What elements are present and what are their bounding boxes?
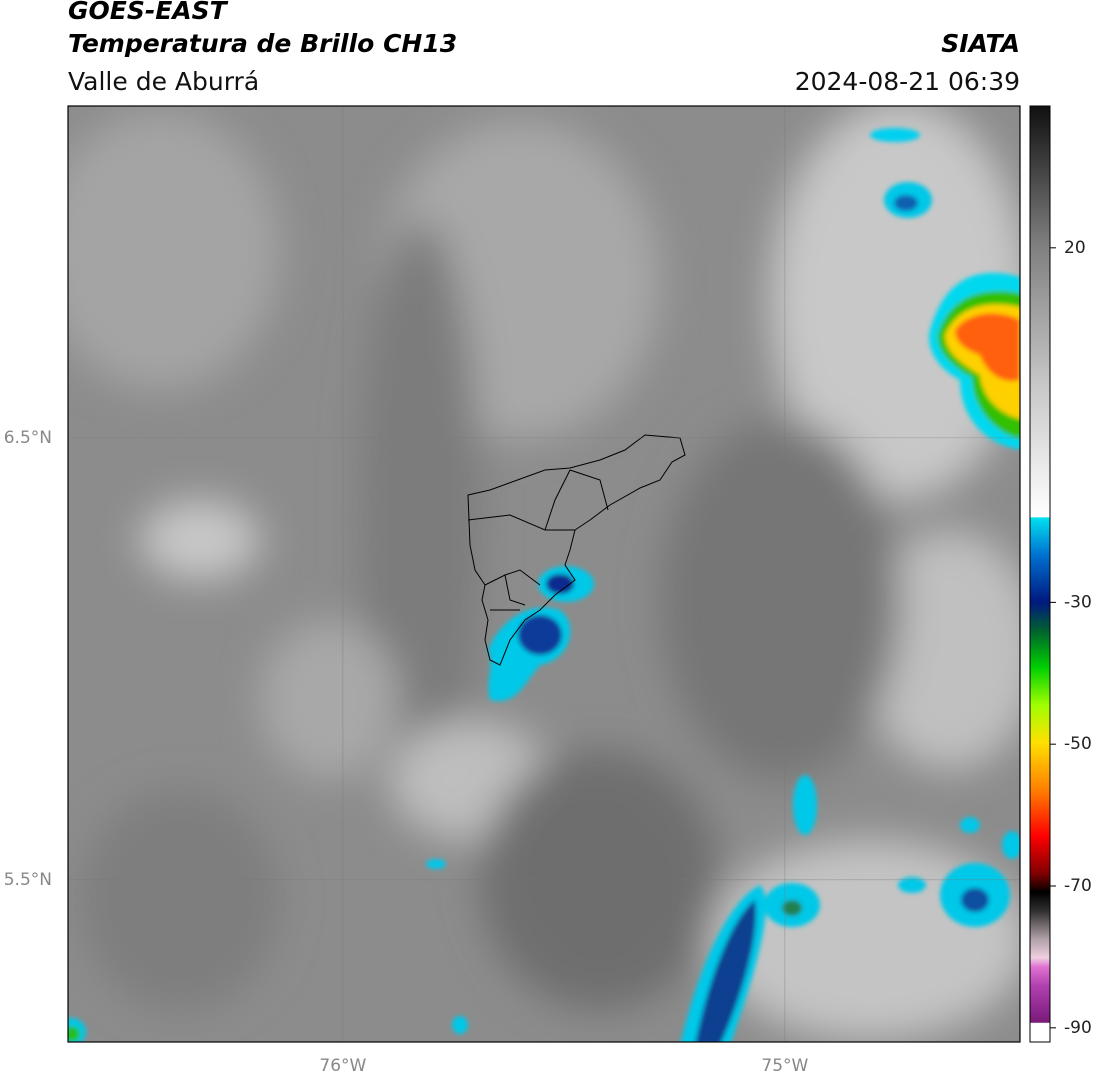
title: GOES-EAST bbox=[68, 0, 229, 25]
colorbar bbox=[1029, 105, 1051, 1043]
colorbar-tick-label: 20 bbox=[1064, 238, 1086, 258]
satellite-image bbox=[68, 106, 1020, 1042]
map-frame bbox=[67, 105, 1021, 1043]
region-outline bbox=[467, 434, 686, 666]
x-tick-label: 76°W bbox=[319, 1056, 366, 1076]
municipality-borders bbox=[467, 469, 609, 611]
colorbar-tick-label: -50 bbox=[1064, 734, 1092, 754]
y-tick-label: 5.5°N bbox=[4, 870, 52, 890]
region: Valle de Aburrá bbox=[68, 67, 259, 96]
source: SIATA bbox=[941, 29, 1020, 58]
datetime: 2024-08-21 06:39 bbox=[795, 67, 1020, 96]
subtitle: Temperatura de Brillo CH13 bbox=[68, 29, 457, 58]
colorbar-tick-label: -90 bbox=[1064, 1018, 1092, 1038]
colorbar-tick-label: -70 bbox=[1064, 876, 1092, 896]
x-tick-label: 75°W bbox=[761, 1056, 808, 1076]
y-tick-label: 6.5°N bbox=[4, 428, 52, 448]
colorbar-tick-label: -30 bbox=[1064, 592, 1092, 612]
